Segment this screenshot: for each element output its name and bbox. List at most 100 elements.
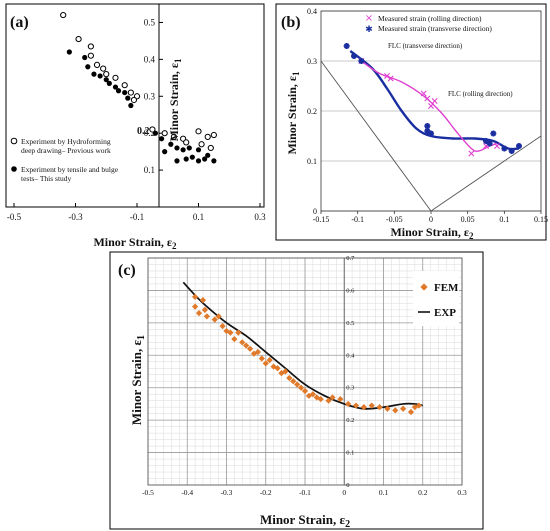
panel-c-fem-point: [254, 348, 262, 356]
panel-b-point-rolling-stroke-b: [384, 73, 390, 79]
panel-a-x-label-text: Minor Strain, ε: [93, 235, 172, 249]
panel-c-fem-point: [384, 405, 391, 412]
panel-c-y-tick-label: 0.1: [346, 450, 354, 457]
panel-a-annotation: 0.2: [137, 126, 150, 137]
panel-a-point-open: [170, 133, 177, 140]
panel-b-point-transverse-d2: [424, 123, 431, 129]
panel-a-points: [60, 11, 217, 164]
panel-a-x-tick-label: -0.5: [7, 212, 22, 222]
panel-c-y-tick-label: 0.4: [346, 352, 355, 359]
panel-a-point-open: [121, 82, 128, 89]
panel-c-fem-point: [199, 297, 207, 304]
panel-a-legend: Experiment by Hydroforming deep drawing–…: [10, 137, 119, 183]
panel-b-x-tick-label: 0.1: [499, 215, 509, 224]
panel-a-point-filled: [97, 73, 103, 79]
panel-b-point-rolling: [494, 143, 500, 149]
panel-b-point-rolling-stroke-b: [431, 98, 438, 104]
panel-a-point-open: [103, 71, 110, 78]
panel-a-x-ticks: -0.5 -0.3 -0.1 0.1 0.3: [7, 203, 266, 222]
panel-b-y-label-text: Minor Strain, ε: [285, 76, 299, 155]
panel-a-point-filled: [162, 149, 168, 155]
panel-c-x-tick-label: 0.2: [418, 488, 428, 497]
panel-a-point-filled: [125, 95, 131, 101]
panel-a-y-label-sub: 1: [173, 58, 183, 63]
panel-b-y-tick-label: 0.1: [307, 157, 317, 166]
panel-c-fem-point: [243, 342, 250, 349]
panel-c-lines: [182, 281, 423, 410]
panel-b-point-rolling: [431, 98, 438, 104]
panel-c-fem-point: [286, 374, 293, 382]
panel-c-x-tick-label: -0.4: [181, 488, 193, 497]
panel-a: (a) 0.1 0.2 0.3 0.4 0.5 -0.5 -0.3 -0.1 0.1 0.3 0…: [5, 3, 266, 251]
panel-a-point-filled: [195, 158, 202, 164]
panel-c-x-tick-label: 0.3: [457, 488, 467, 497]
panel-c-fem-point: [337, 395, 344, 403]
panel-b-y-label: Minor Strain, ε1: [285, 71, 301, 155]
panel-c-x-label-text: Minor Strain, ε: [260, 512, 346, 527]
panel-c-y-tick-label: 0.2: [346, 417, 354, 424]
panel-c-fem-point: [201, 306, 209, 313]
panel-b-x-tick-label: 0: [429, 215, 433, 224]
panel-a-point-filled: [91, 71, 97, 77]
panel-b-x-ticks: -0.15 -0.1 -0.05 0 0.05 0.1 0.15: [313, 211, 548, 224]
flc-rolling-label: FLC (rolling direction): [448, 90, 513, 98]
panel-c-fem-point: [297, 384, 305, 391]
panel-b-point-transverse-d2: [501, 145, 508, 152]
panel-c-y-tick-label: 0.7: [346, 255, 355, 262]
panel-a-point-open: [93, 61, 101, 69]
panel-a-y-label: Minor Strain, ε1: [167, 58, 183, 142]
panel-a-point-filled: [168, 141, 174, 147]
panel-a-y-tick-label: 0.3: [144, 91, 156, 101]
panel-c-fem-point: [376, 404, 383, 411]
panel-a-y-tick-label: 0.2: [144, 128, 155, 138]
panel-a-point-open: [149, 126, 156, 133]
panel-b-point-transverse: [501, 145, 508, 152]
panel-b-point-transverse: [358, 58, 365, 64]
panel-a-point-open: [60, 11, 67, 19]
panel-a-point-open: [198, 141, 205, 148]
panel-b: (b) 0 0.1 0.2 0.3 0.4 -0.15 -0.1 -0.05 0 0.05 0.1…: [275, 3, 548, 241]
panel-b-y-label-sub: 1: [291, 71, 301, 76]
panel-a-x-label: Minor Strain, ε2: [93, 235, 177, 251]
panel-a-y-label-text: Minor Strain, ε: [167, 63, 181, 142]
panel-b-legend: × Measured strain (rolling direction) ✱ …: [365, 13, 493, 35]
panel-b-point-transverse: [428, 130, 434, 137]
panel-c-fem-point: [392, 407, 399, 414]
panel-c-exp-curve: [182, 281, 423, 410]
panel-a-x-tick-label: 0.3: [254, 212, 266, 222]
panel-c-fem-point: [191, 303, 199, 310]
panel-b-point-transverse-d2: [343, 43, 350, 49]
panel-a-point-filled: [106, 80, 112, 86]
panel-b-point-transverse-d2: [424, 128, 431, 134]
panel-c-x-ticks: -0.5 -0.4 -0.3 -0.2 -0.1 0 0.1 0.2 0.3: [142, 488, 467, 497]
panel-c-fem-point: [191, 293, 199, 301]
panel-a-y-ticks: 0.1 0.2 0.3 0.4 0.5: [144, 17, 163, 175]
panel-b-frame: [275, 3, 547, 241]
panel-a-x-tick-label: 0.1: [193, 212, 204, 222]
panel-a-point-open: [130, 96, 138, 104]
panel-b-point-transverse-d2: [358, 58, 365, 64]
panel-b-point-rolling-stroke-b: [420, 90, 427, 97]
panel-c-fem-point: [415, 402, 422, 409]
panel-c-x-tick-label: 0: [342, 488, 346, 497]
panel-a-point-filled: [205, 152, 211, 158]
panel-c-fem-point: [400, 405, 407, 412]
panel-c-fem-point: [215, 313, 222, 320]
panel-a-point-open: [207, 144, 214, 152]
legend-rolling-text: Measured strain (rolling direction): [378, 14, 482, 23]
panel-a-point-filled: [112, 84, 119, 90]
panel-c-y-label: Minor Strain, ε1: [129, 335, 147, 425]
panel-c-fem-point: [325, 397, 332, 404]
panel-a-point-open: [87, 52, 94, 59]
panel-c-legend-box: [413, 271, 459, 326]
legend-fem-text: FEM: [434, 282, 459, 294]
panel-a-x-tick-label: -0.1: [130, 212, 144, 222]
panel-c-fem-point: [294, 381, 301, 388]
legend-transverse-marker: ✱: [365, 25, 373, 35]
panel-c-fem-point: [274, 365, 281, 372]
panel-a-point-open: [161, 130, 168, 137]
panel-b-point-rolling-stroke-b: [494, 143, 500, 149]
panel-c-y-tick-label: 0: [346, 482, 349, 489]
panel-b-point-transverse-d2: [483, 138, 489, 144]
